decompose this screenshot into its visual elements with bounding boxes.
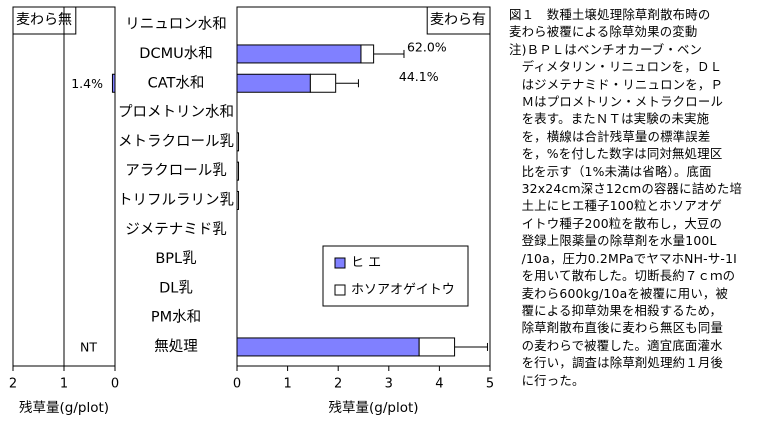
bar-segment xyxy=(111,73,116,93)
category-label: PM水和 xyxy=(151,309,201,326)
bar-segment xyxy=(309,73,337,93)
caption-line: を，横線は合計残草量の標準誤差 xyxy=(509,128,711,144)
category-label: CAT水和 xyxy=(148,74,205,91)
legend-box xyxy=(322,245,469,307)
caption-line: の麦わらで被覆した。適宜底面灌水 xyxy=(509,337,723,353)
caption-line: 32x24cm深さ12cmの容器に詰めた培 xyxy=(509,181,743,197)
category-label: BPL乳 xyxy=(155,250,196,267)
panel-title-box xyxy=(426,6,491,35)
x-tick-label: 2 xyxy=(9,377,17,392)
panel-title-box xyxy=(12,6,77,35)
category-label: メトラクロール乳 xyxy=(118,133,234,150)
caption-line: Ｍはプロメトリン・メトラクロール xyxy=(509,94,724,110)
x-tick-label: 0 xyxy=(233,377,241,392)
caption-line: 覆による抑草効果を相殺するため， xyxy=(509,302,723,318)
bar-segment xyxy=(236,132,240,152)
figure-caption: 図１ 数種土壌処理除草剤散布時の 麦わら被覆による除草効果の変動 注)ＢＰＬはベンチ… xyxy=(509,6,775,389)
bar-segment xyxy=(418,337,456,357)
caption-line: を用いて散布した。切断長約７ｃｍの xyxy=(509,268,736,284)
x-tick-label: 1 xyxy=(60,377,68,392)
category-label: トリフルラリン乳 xyxy=(118,191,234,208)
bar-label: 62.0% xyxy=(407,39,447,54)
bar-segment xyxy=(236,337,420,357)
x-tick-label: 3 xyxy=(385,377,393,392)
caption-line: を表す。またＮＴは実験の未実施 xyxy=(509,111,710,127)
category-label: ジメテナミド乳 xyxy=(125,221,227,238)
caption-line: を行い，調査は除草剤処理約１月後 xyxy=(509,355,724,371)
caption-line: 注)ＢＰＬはベンチオカーブ・ベン xyxy=(509,41,703,57)
caption-line: 麦わら600kg/10aを被覆に用い，被 xyxy=(509,285,729,301)
bar-label: NT xyxy=(80,339,97,354)
legend-swatch xyxy=(334,257,346,269)
x-tick-label: 1 xyxy=(283,377,291,392)
bar-segment xyxy=(236,190,240,210)
panel-title: 麦わら無 xyxy=(16,12,72,28)
bar-label: 44.1% xyxy=(399,69,439,84)
caption-line: に行った。 xyxy=(509,372,585,388)
bar-segment xyxy=(236,44,362,64)
caption-line: 麦わら被覆による除草効果の変動 xyxy=(509,24,698,40)
category-label: リニュロン水和 xyxy=(125,16,227,33)
bar-segment xyxy=(236,161,240,181)
bar-label: 1.4% xyxy=(71,76,103,91)
category-label: DCMU水和 xyxy=(139,45,212,62)
category-label: アラクロール乳 xyxy=(125,162,227,179)
bar-segment xyxy=(236,73,311,93)
category-label: プロメトリン水和 xyxy=(118,104,234,121)
legend-swatch xyxy=(334,284,346,296)
category-label: DL乳 xyxy=(159,279,193,296)
x-axis-label: 残草量(g/plot) xyxy=(328,400,418,416)
x-tick-label: 2 xyxy=(334,377,342,392)
caption-line: 比を示す（1%未満は省略）。底面 xyxy=(509,163,712,179)
caption-line: /10a，圧力0.2MPaでヤマホNH-サ-1I xyxy=(509,250,738,266)
x-tick-label: 5 xyxy=(486,377,494,392)
x-axis-label: 残草量(g/plot) xyxy=(19,400,109,416)
x-tick-label: 0 xyxy=(111,377,119,392)
caption-line: 図１ 数種土壌処理除草剤散布時の xyxy=(509,7,711,22)
legend-label: ホソアオゲイトウ xyxy=(351,283,455,298)
panel-title: 麦わら有 xyxy=(430,12,486,28)
x-tick-label: 4 xyxy=(435,377,443,392)
caption-line: 土上にヒエ種子100粒とホソアオゲ xyxy=(509,198,723,214)
caption-line: ディメタリン・リニュロンを，ＤＬ xyxy=(509,59,723,75)
caption-line: を，%を付した数字は同対無処理区 xyxy=(509,146,723,162)
legend-label: ヒ エ xyxy=(351,256,381,271)
plot-frame xyxy=(236,6,491,367)
caption-line: はジメテナミド・リニュロンを，Ｐ xyxy=(509,76,724,92)
caption-line: 除草剤散布直後に麦わら無区も同量 xyxy=(509,320,724,336)
caption-line: 登録上限薬量の除草剤を水量100L xyxy=(509,233,717,249)
bar-segment xyxy=(360,44,375,64)
caption-line: イトウ種子200粒を散布し，大豆の xyxy=(509,215,723,231)
category-label: 無処理 xyxy=(154,338,198,355)
